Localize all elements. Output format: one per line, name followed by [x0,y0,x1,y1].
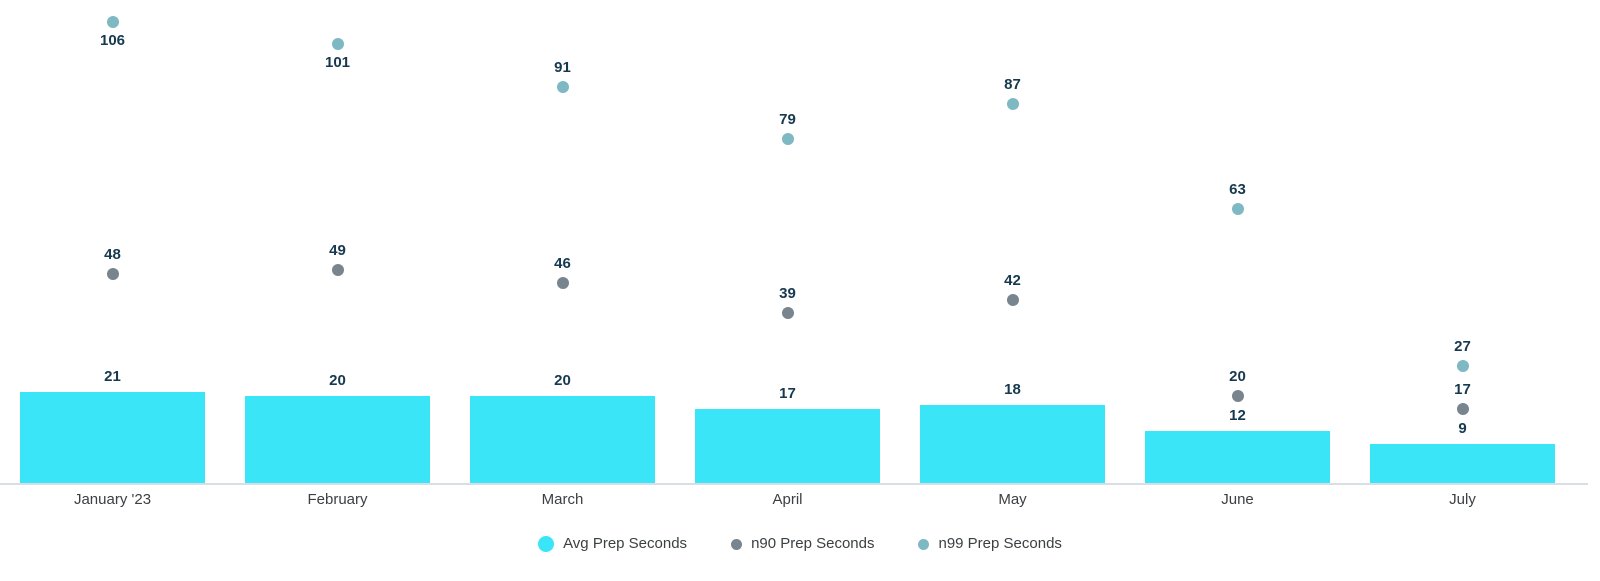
bar-value-label: 20 [329,371,346,389]
n99-value-label: 87 [1004,76,1021,94]
n90-dot[interactable] [1456,403,1469,416]
n90-dot[interactable] [781,307,794,320]
legend-label: n99 Prep Seconds [938,535,1062,552]
n99-value-label: 106 [99,31,126,49]
avg-prep-bar[interactable] [920,404,1105,483]
legend-label: n90 Prep Seconds [751,535,875,552]
n99-dot[interactable] [556,81,569,94]
n99-value-label: 91 [554,59,571,77]
x-axis-label: May [998,491,1027,508]
n90-value-label: 39 [779,285,796,303]
n99-value-label: 79 [779,111,796,129]
bar-value-label: 9 [1458,419,1467,437]
n90-dot[interactable] [1006,294,1019,307]
legend-label: Avg Prep Seconds [563,535,688,552]
n99-value-label: 101 [324,53,351,71]
legend: Avg Prep Seconds n90 Prep Seconds n99 Prep… [0,528,1600,560]
n99-dot[interactable] [1231,202,1244,215]
n99-dot[interactable] [1456,359,1469,372]
avg-prep-bar[interactable] [245,395,430,483]
x-axis: January '23 February March April May June July [0,485,1600,523]
bar-value-label: 17 [779,385,796,403]
legend-swatch-icon [918,538,930,550]
n90-value-label: 49 [329,241,346,259]
plot-area: 21 20 20 17 18 12 9 48 49 46 39 42 20 17 106 101 91 79 87 6… [0,15,1588,485]
bar-value-label: 18 [1004,380,1021,398]
n90-dot[interactable] [1231,389,1244,402]
x-axis-label: January '23 [73,491,152,508]
x-axis-line [0,483,1588,485]
n90-value-label: 46 [554,254,571,272]
n90-value-label: 48 [104,246,121,264]
x-axis-label: March [541,491,584,508]
n90-value-label: 20 [1229,367,1246,385]
bar-value-label: 21 [104,367,121,385]
n90-dot[interactable] [556,276,569,289]
x-axis-label: February [307,491,368,508]
avg-prep-bar[interactable] [1370,443,1555,483]
n90-dot[interactable] [106,268,119,281]
x-axis-label: July [1449,491,1476,508]
x-axis-label: April [772,491,803,508]
avg-prep-bar[interactable] [470,395,655,483]
n90-value-label: 17 [1454,381,1471,399]
legend-swatch-icon [731,538,743,550]
n99-value-label: 63 [1229,180,1246,198]
n99-dot[interactable] [1006,98,1019,111]
n99-dot[interactable] [781,133,794,146]
avg-prep-bar[interactable] [20,391,205,483]
x-axis-label: June [1221,491,1254,508]
n99-value-label: 27 [1454,337,1471,355]
avg-prep-bar[interactable] [695,409,880,483]
legend-item-avg-prep-seconds[interactable]: Avg Prep Seconds [538,535,687,553]
n99-dot[interactable] [331,37,344,50]
bar-value-label: 12 [1229,406,1246,424]
bar-value-label: 20 [554,371,571,389]
n99-dot[interactable] [106,15,119,28]
avg-prep-bar[interactable] [1145,430,1330,483]
legend-swatch-icon [538,536,555,552]
n90-value-label: 42 [1004,272,1021,290]
legend-item-n99-prep-seconds[interactable]: n99 Prep Seconds [918,535,1062,553]
n90-dot[interactable] [331,263,344,276]
legend-item-n90-prep-seconds[interactable]: n90 Prep Seconds [731,535,874,553]
